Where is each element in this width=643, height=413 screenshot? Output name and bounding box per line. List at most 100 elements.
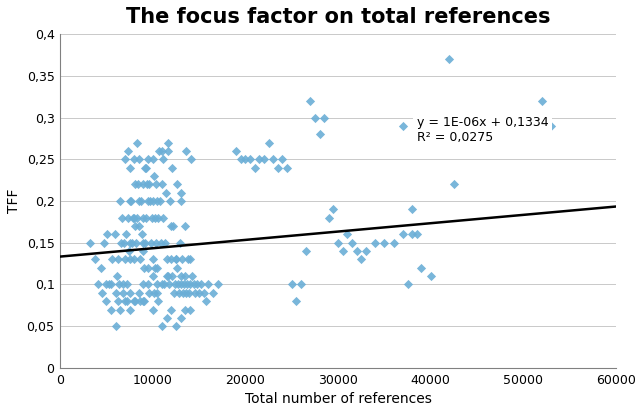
Point	[254, 156, 264, 163]
Point	[171, 256, 181, 263]
Point	[148, 198, 158, 204]
Point	[147, 214, 157, 221]
Point	[231, 147, 241, 154]
Point	[149, 290, 159, 296]
Point	[180, 273, 190, 280]
Point	[130, 181, 140, 188]
Point	[124, 306, 134, 313]
Point	[134, 223, 144, 229]
Point	[176, 273, 186, 280]
Point	[177, 256, 188, 263]
Point	[132, 181, 143, 188]
Point	[154, 147, 165, 154]
Point	[152, 264, 163, 271]
Point	[176, 315, 186, 321]
Point	[169, 290, 179, 296]
Point	[124, 256, 134, 263]
Point	[158, 214, 168, 221]
Point	[161, 315, 172, 321]
Point	[149, 214, 159, 221]
Point	[212, 281, 222, 288]
Point	[163, 139, 173, 146]
Point	[128, 214, 138, 221]
Point	[166, 306, 176, 313]
Point	[258, 156, 269, 163]
Point	[449, 181, 459, 188]
Point	[123, 214, 133, 221]
Point	[323, 214, 334, 221]
Point	[134, 290, 144, 296]
Point	[182, 281, 192, 288]
Point	[131, 240, 141, 246]
Point	[96, 264, 106, 271]
Point	[176, 198, 186, 204]
Point	[122, 281, 132, 288]
Point	[120, 156, 130, 163]
Point	[148, 156, 158, 163]
Point	[126, 198, 136, 204]
Point	[155, 198, 165, 204]
Point	[403, 281, 413, 288]
Point	[134, 198, 144, 204]
Point	[138, 248, 149, 254]
Point	[235, 156, 246, 163]
Point	[111, 323, 121, 330]
Point	[176, 189, 186, 196]
Point	[125, 290, 136, 296]
Point	[361, 248, 371, 254]
Point	[123, 147, 133, 154]
Point	[118, 290, 128, 296]
Point	[109, 231, 120, 238]
Point	[157, 181, 167, 188]
Point	[101, 281, 111, 288]
Point	[138, 240, 149, 246]
Point	[115, 306, 125, 313]
Point	[123, 248, 134, 254]
Point	[124, 240, 134, 246]
Point	[124, 198, 134, 204]
Point	[136, 231, 147, 238]
Point	[185, 256, 195, 263]
Point	[300, 248, 311, 254]
Point	[96, 290, 107, 296]
Point	[287, 281, 297, 288]
Point	[412, 231, 422, 238]
Point	[171, 256, 181, 263]
Point	[407, 206, 417, 213]
Point	[329, 206, 339, 213]
Point	[170, 281, 180, 288]
Point	[167, 164, 177, 171]
Point	[174, 240, 185, 246]
Point	[127, 240, 138, 246]
Point	[174, 290, 184, 296]
Point	[144, 181, 154, 188]
Point	[140, 298, 150, 304]
Point	[157, 147, 167, 154]
Point	[183, 256, 193, 263]
Point	[151, 181, 161, 188]
Point	[134, 256, 145, 263]
Point	[164, 281, 174, 288]
Point	[136, 198, 146, 204]
Point	[111, 290, 121, 296]
Point	[153, 298, 163, 304]
Point	[157, 281, 167, 288]
Point	[119, 240, 129, 246]
Point	[144, 290, 154, 296]
Point	[370, 240, 380, 246]
Point	[125, 164, 136, 171]
Point	[273, 164, 283, 171]
Point	[122, 298, 132, 304]
Point	[106, 281, 116, 288]
Point	[310, 114, 320, 121]
Point	[93, 281, 103, 288]
Point	[352, 248, 362, 254]
Point	[338, 248, 348, 254]
Point	[145, 198, 155, 204]
Point	[143, 198, 153, 204]
Point	[319, 114, 329, 121]
Point	[426, 273, 436, 280]
Point	[149, 264, 159, 271]
Point	[152, 290, 163, 296]
Point	[305, 97, 316, 104]
